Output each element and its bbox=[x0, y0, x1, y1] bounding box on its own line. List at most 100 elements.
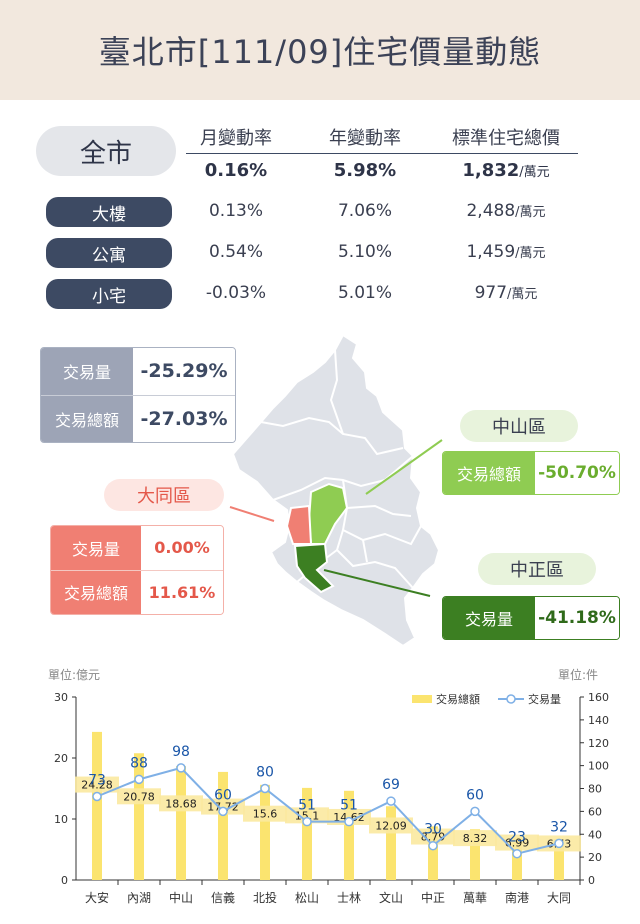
x-tick-label: 北投 bbox=[253, 890, 277, 905]
bar-label-band bbox=[495, 834, 539, 851]
line-value-label: 73 bbox=[88, 773, 106, 789]
bar-amount bbox=[470, 829, 480, 880]
x-tick-label: 中正 bbox=[421, 890, 445, 905]
bar-value-label: 15.6 bbox=[253, 808, 278, 821]
all-month-change: 0.16% bbox=[204, 160, 268, 181]
right-tick-label: 100 bbox=[588, 760, 609, 773]
zhongshan-tag: 中山區 bbox=[460, 410, 578, 442]
bar-value-label: 12.09 bbox=[375, 819, 407, 832]
datong-volume-value: 0.00% bbox=[141, 526, 223, 570]
bar-label-band bbox=[117, 788, 161, 805]
overall-amount-label: 交易總額 bbox=[41, 395, 133, 442]
bar-amount bbox=[218, 771, 228, 880]
bar-value-label: 24.28 bbox=[81, 779, 113, 792]
bar-value-label: 15.1 bbox=[295, 809, 320, 822]
bar-amount bbox=[302, 787, 312, 880]
legend-label-volume: 交易量 bbox=[528, 692, 561, 706]
x-tick-label: 萬華 bbox=[463, 891, 487, 905]
legend-marker-volume bbox=[506, 694, 516, 704]
line-value-label: 88 bbox=[130, 755, 148, 771]
building-price: 2,488/萬元 bbox=[466, 201, 546, 221]
x-tick-label: 士林 bbox=[337, 891, 361, 905]
zhongshan-amount-label: 交易總額 bbox=[443, 452, 535, 494]
row-label-all: 全市 bbox=[36, 126, 176, 176]
bar-amount bbox=[344, 790, 354, 880]
left-tick-label: 10 bbox=[54, 813, 68, 826]
legend-label-amount: 交易總額 bbox=[436, 692, 480, 706]
x-tick-label: 大安 bbox=[85, 890, 109, 905]
x-tick-label: 松山 bbox=[295, 891, 319, 905]
datong-volume-label: 交易量 bbox=[51, 526, 141, 570]
taipei-district-map bbox=[231, 333, 441, 648]
left-tick-label: 30 bbox=[54, 691, 68, 704]
zhongzheng-volume-value: -41.18% bbox=[535, 597, 619, 639]
bar-label-band bbox=[159, 795, 203, 812]
bar-label-band bbox=[369, 817, 413, 834]
line-value-label: 80 bbox=[256, 765, 274, 781]
apartment-price: 1,459/萬元 bbox=[466, 242, 546, 262]
row-label-small-unit: 小宅 bbox=[46, 279, 172, 309]
line-point bbox=[134, 774, 144, 785]
right-tick-label: 20 bbox=[588, 851, 602, 864]
line-value-label: 60 bbox=[214, 787, 232, 803]
bar-value-label: 20.78 bbox=[123, 790, 155, 803]
line-point bbox=[512, 848, 522, 859]
header-year-change: 年變動率 bbox=[329, 128, 401, 149]
line-value-label: 51 bbox=[340, 798, 358, 814]
line-point bbox=[386, 796, 396, 806]
line-value-label: 30 bbox=[424, 822, 442, 838]
building-month-change: 0.13% bbox=[208, 201, 263, 221]
bar-amount bbox=[134, 753, 144, 880]
bar-label-band bbox=[411, 828, 455, 845]
apartment-month-change: 0.54% bbox=[208, 242, 263, 262]
line-point bbox=[92, 791, 102, 802]
bar-value-label: 18.68 bbox=[165, 797, 197, 810]
overall-change-box: 交易量 -25.29% 交易總額 -27.03% bbox=[40, 347, 236, 443]
left-tick-label: 0 bbox=[61, 874, 68, 887]
zhongshan-amount-value: -50.70% bbox=[535, 452, 619, 494]
bar-label-band bbox=[243, 805, 287, 822]
overall-volume-value: -25.29% bbox=[133, 348, 235, 395]
right-tick-label: 40 bbox=[588, 828, 602, 841]
line-point bbox=[218, 806, 228, 817]
bar-amount bbox=[512, 837, 522, 880]
bar-amount bbox=[92, 731, 102, 880]
line-value-label: 69 bbox=[382, 777, 400, 793]
line-value-label: 98 bbox=[172, 744, 190, 760]
datong-tag: 大同區 bbox=[104, 479, 224, 511]
page-title: 臺北市[111/09]住宅價量動態 bbox=[98, 33, 542, 71]
right-tick-label: 0 bbox=[588, 874, 595, 887]
overall-volume-label: 交易量 bbox=[41, 348, 133, 395]
x-tick-label: 大同 bbox=[547, 891, 571, 905]
zhongzheng-volume-label: 交易量 bbox=[443, 597, 535, 639]
left-axis-unit: 單位:億元 bbox=[48, 668, 101, 682]
line-point bbox=[176, 763, 186, 773]
line-value-label: 32 bbox=[550, 819, 568, 835]
row-label-apartment: 公寓 bbox=[46, 238, 172, 268]
row-label-building: 大樓 bbox=[46, 197, 172, 227]
right-tick-label: 60 bbox=[588, 805, 602, 818]
title-banner: 臺北市[111/09]住宅價量動態 bbox=[0, 0, 640, 100]
zhongshan-box: 交易總額 -50.70% bbox=[442, 451, 620, 495]
small-unit-price: 977/萬元 bbox=[474, 283, 538, 303]
x-tick-label: 文山 bbox=[379, 890, 403, 905]
datong-amount-value: 11.61% bbox=[141, 570, 223, 614]
bar-amount bbox=[386, 806, 396, 880]
x-tick-label: 中山 bbox=[169, 890, 193, 905]
bar-amount bbox=[428, 826, 438, 880]
line-point bbox=[260, 783, 270, 794]
overall-amount-value: -27.03% bbox=[133, 395, 235, 442]
all-year-change: 5.98% bbox=[333, 160, 397, 181]
bar-label-band bbox=[75, 776, 119, 793]
bar-amount bbox=[260, 784, 270, 880]
x-tick-label: 信義 bbox=[211, 890, 235, 905]
line-volume bbox=[96, 766, 560, 855]
line-point bbox=[344, 816, 354, 827]
zhongzheng-box: 交易量 -41.18% bbox=[442, 596, 620, 640]
legend-swatch-amount bbox=[412, 695, 432, 703]
all-price: 1,832/萬元 bbox=[462, 160, 550, 181]
apartment-year-change: 5.10% bbox=[337, 242, 392, 262]
zhongzheng-district bbox=[293, 542, 335, 594]
bar-label-band bbox=[453, 830, 497, 847]
